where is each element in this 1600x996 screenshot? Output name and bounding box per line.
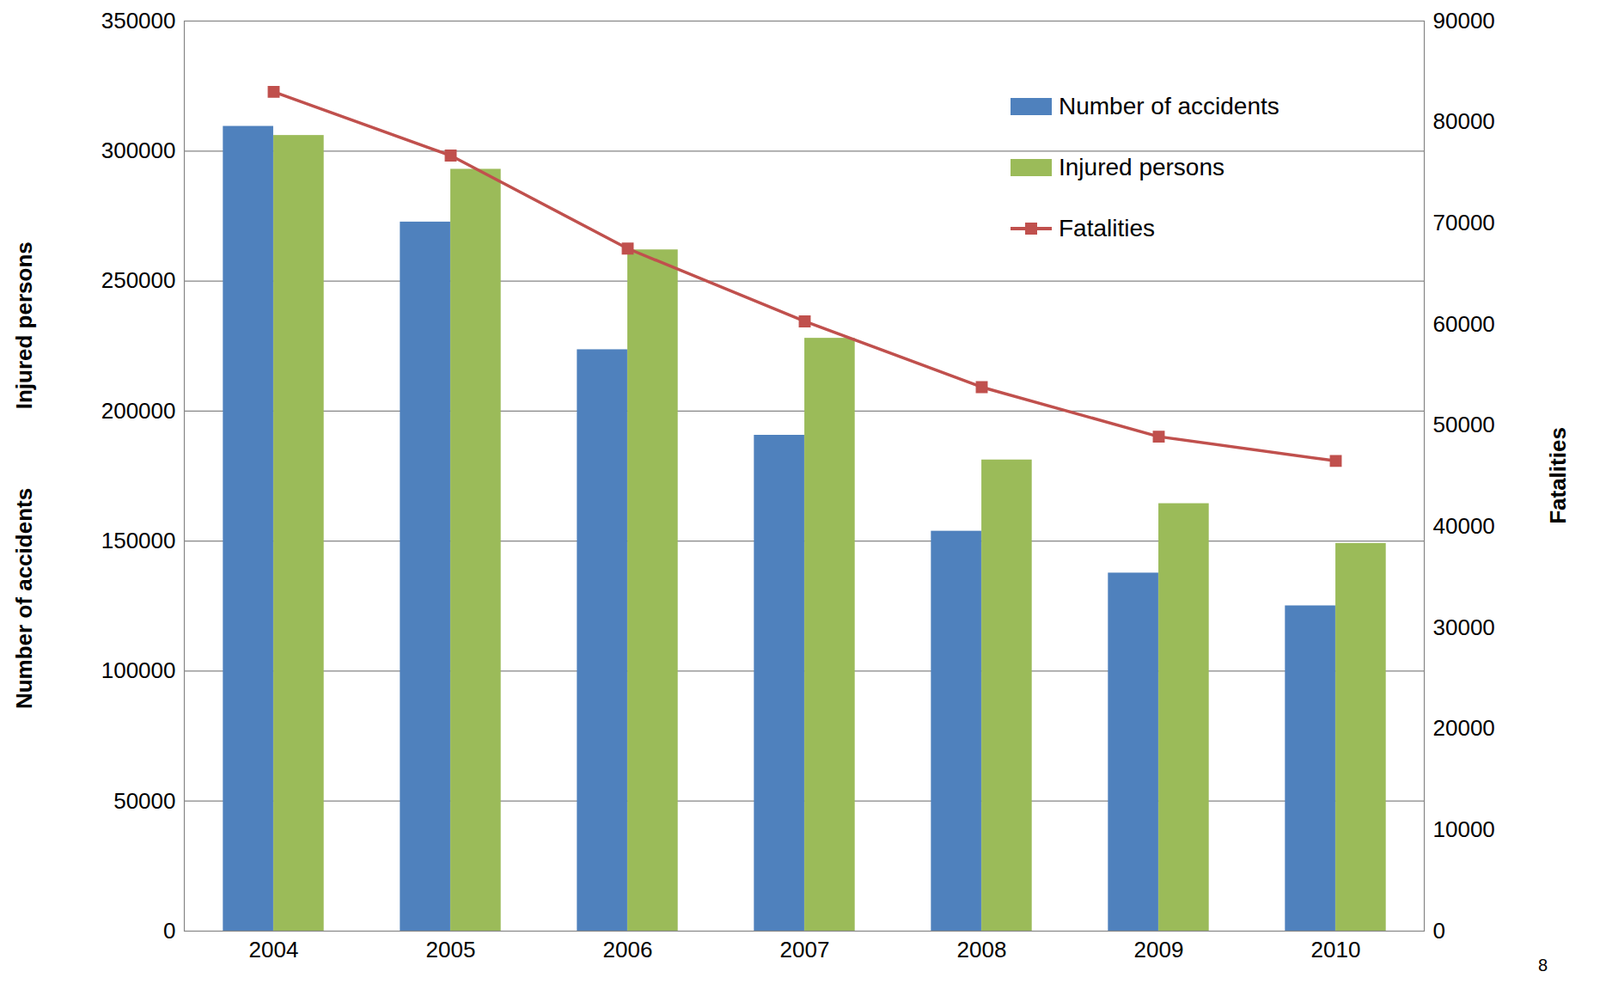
- html-text:Fatalities: Fatalities: [1058, 214, 1155, 242]
- svg-text:Fatalities: Fatalities: [1545, 427, 1571, 525]
- html-text:Injured persons: Injured persons: [1058, 153, 1225, 181]
- svg-text:2004: 2004: [249, 936, 300, 963]
- svg-text:2010: 2010: [1311, 936, 1362, 963]
- svg-text:Number of accidents: Number of accidents: [11, 488, 37, 709]
- svg-text:2007: 2007: [780, 936, 831, 963]
- svg-text:90000: 90000: [1433, 7, 1496, 34]
- svg-text:300000: 300000: [101, 137, 177, 164]
- svg-text:2005: 2005: [426, 936, 477, 963]
- svg-text:30000: 30000: [1433, 614, 1496, 641]
- svg-text:80000: 80000: [1433, 108, 1496, 135]
- svg-text:250000: 250000: [101, 267, 177, 294]
- svg-text:100000: 100000: [101, 657, 177, 684]
- svg-text:150000: 150000: [101, 527, 177, 554]
- svg-text:0: 0: [163, 917, 176, 944]
- svg-text:10000: 10000: [1433, 816, 1496, 843]
- html-text:Number of accidents: Number of accidents: [1058, 92, 1280, 120]
- svg-text:40000: 40000: [1433, 512, 1496, 539]
- svg-text:0: 0: [1433, 917, 1446, 944]
- svg-text:50000: 50000: [1433, 411, 1496, 438]
- svg-text:20000: 20000: [1433, 714, 1496, 741]
- svg-text:200000: 200000: [101, 397, 177, 424]
- svg-text:60000: 60000: [1433, 311, 1496, 337]
- svg-text:2009: 2009: [1134, 936, 1185, 963]
- svg-text:70000: 70000: [1433, 209, 1496, 236]
- html-text:8: 8: [1538, 955, 1548, 975]
- svg-text:Injured persons: Injured persons: [11, 241, 37, 410]
- svg-text:2008: 2008: [957, 936, 1008, 963]
- svg-text:50000: 50000: [113, 787, 176, 814]
- svg-text:350000: 350000: [101, 7, 177, 34]
- svg-text:2006: 2006: [603, 936, 654, 963]
